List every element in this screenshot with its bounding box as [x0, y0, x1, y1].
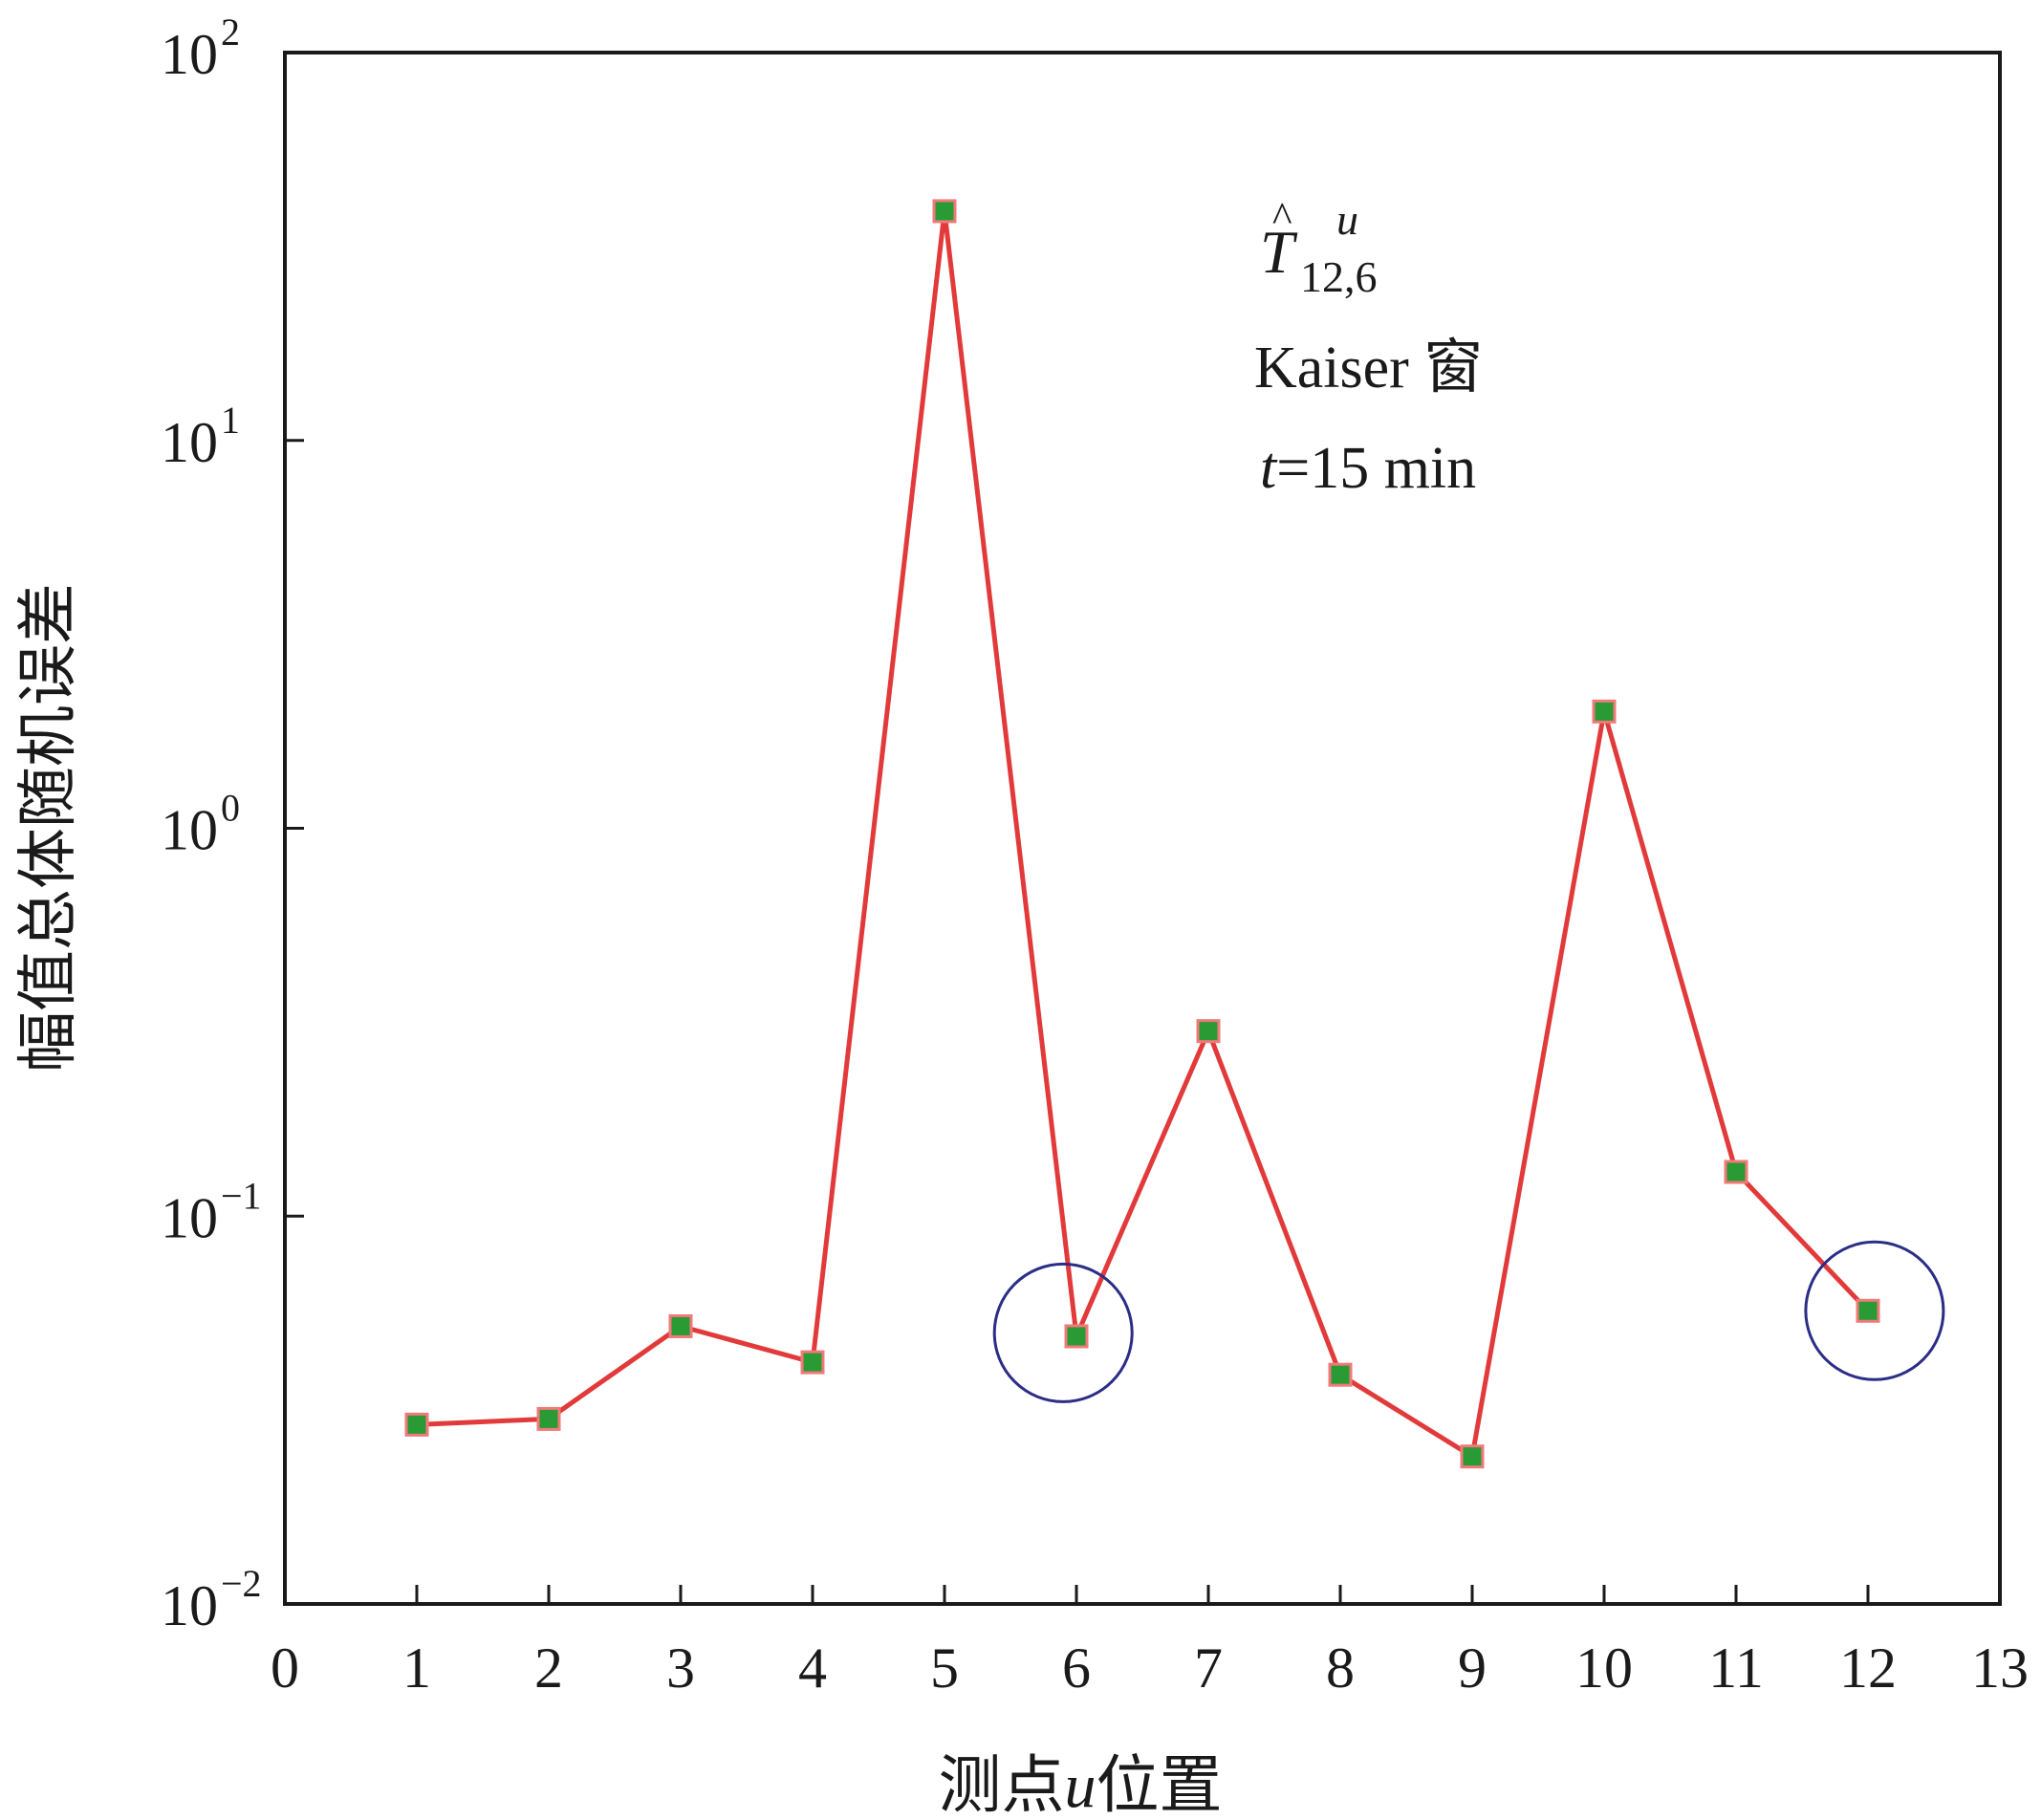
x-tick-label: 8: [1326, 1636, 1355, 1700]
annotation-subscript: 12,6: [1300, 252, 1378, 301]
data-point: [404, 1412, 429, 1437]
data-point: [1592, 699, 1617, 724]
x-axis-label-var: u: [1065, 1751, 1096, 1820]
x-axis-label-part-2: 位置: [1096, 1751, 1223, 1820]
x-tick-label: 0: [271, 1636, 299, 1700]
annotation-hat: ^: [1271, 194, 1292, 241]
x-tick-label: 9: [1458, 1636, 1487, 1700]
data-point: [1460, 1444, 1485, 1469]
annotation-time-value: =15 min: [1276, 436, 1476, 501]
x-tick-label: 7: [1194, 1636, 1223, 1700]
x-tick-label: 1: [402, 1636, 431, 1700]
highlight-circle-group: [992, 1240, 1945, 1403]
data-point: [536, 1406, 561, 1431]
highlight-circle: [1804, 1240, 1945, 1381]
highlight-circle: [992, 1262, 1134, 1403]
x-tick-group: 0 1 2 3 4 5 6 7 8 9 10 11 12 13: [271, 1585, 2029, 1700]
data-point: [1724, 1159, 1748, 1184]
data-point: [1856, 1298, 1880, 1323]
annotation-time: t=15 min: [1260, 436, 1476, 501]
annotation-time-var: t: [1260, 436, 1278, 501]
x-tick-label: 11: [1708, 1636, 1764, 1700]
x-tick-label: 2: [534, 1636, 563, 1700]
x-tick-label: 5: [930, 1636, 959, 1700]
data-point: [932, 199, 957, 224]
y-tick-label-base: 10: [161, 23, 218, 86]
annotation-window: Kaiser 窗: [1254, 336, 1483, 401]
data-point: [1064, 1324, 1089, 1349]
annotation: ^ T u 12,6 Kaiser 窗 t=15 min: [1254, 194, 1483, 501]
annotation-superscript: u: [1336, 195, 1358, 244]
y-tick-label-base: 10: [161, 1186, 218, 1249]
y-tick-label-base: 10: [161, 799, 218, 862]
y-tick-label-base: 10: [161, 411, 218, 474]
x-tick-label: 3: [666, 1636, 695, 1700]
series-line: [416, 208, 1870, 1460]
y-axis-label: 幅值总体随机误差: [14, 583, 82, 1072]
x-tick-label: 10: [1575, 1636, 1633, 1700]
y-tick-label-exp: −1: [221, 1174, 262, 1217]
x-tick-label: 6: [1062, 1636, 1091, 1700]
x-tick-label: 4: [798, 1636, 827, 1700]
data-point: [1328, 1362, 1353, 1387]
x-axis-label-part-1: 测点: [939, 1751, 1065, 1820]
plot-frame: [283, 51, 2002, 1606]
data-point: [800, 1350, 825, 1375]
data-point: [668, 1313, 693, 1338]
y-tick-label-exp: −2: [221, 1562, 262, 1605]
x-axis-label: 测点u位置: [939, 1751, 1223, 1820]
y-axis-label-group: 幅值总体随机误差: [14, 583, 82, 1072]
data-point: [1196, 1019, 1221, 1044]
y-tick-label-base: 10: [161, 1574, 218, 1637]
series-group: [404, 199, 1880, 1469]
y-tick-label-exp: 1: [221, 399, 240, 442]
annotation-symbol: T: [1260, 218, 1298, 286]
x-tick-label: 13: [1971, 1636, 2029, 1700]
x-tick-label: 12: [1839, 1636, 1897, 1700]
y-tick-label-exp: 0: [221, 787, 240, 830]
y-tick-label-exp: 2: [221, 11, 240, 54]
